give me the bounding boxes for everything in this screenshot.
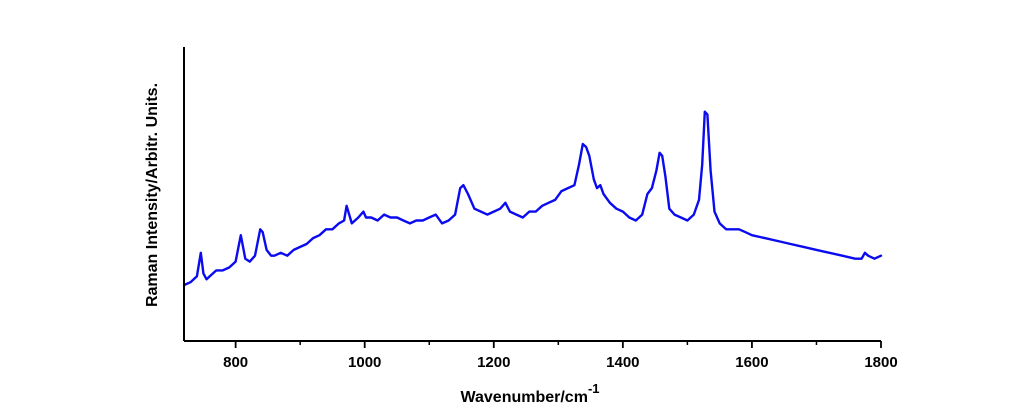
x-axis-label: Wavenumber/cm-1 <box>460 381 599 406</box>
x-tick-label: 1800 <box>864 354 897 371</box>
x-tick-label: 1400 <box>606 354 639 371</box>
x-axis-label-superscript: -1 <box>588 381 600 396</box>
x-tick-label: 800 <box>223 354 248 371</box>
x-tick-label: 1600 <box>735 354 768 371</box>
x-axis-label-text: Wavenumber/cm <box>460 389 587 406</box>
x-tick-label: 1000 <box>348 354 381 371</box>
axes: 800 1000 1200 1400 1600 1800 <box>183 47 898 371</box>
spectrum-line <box>182 110 883 287</box>
y-axis-label: Raman Intensity/Arbitr. Units. <box>144 83 161 307</box>
x-tick-label: 1200 <box>477 354 510 371</box>
plot-area <box>182 110 883 287</box>
